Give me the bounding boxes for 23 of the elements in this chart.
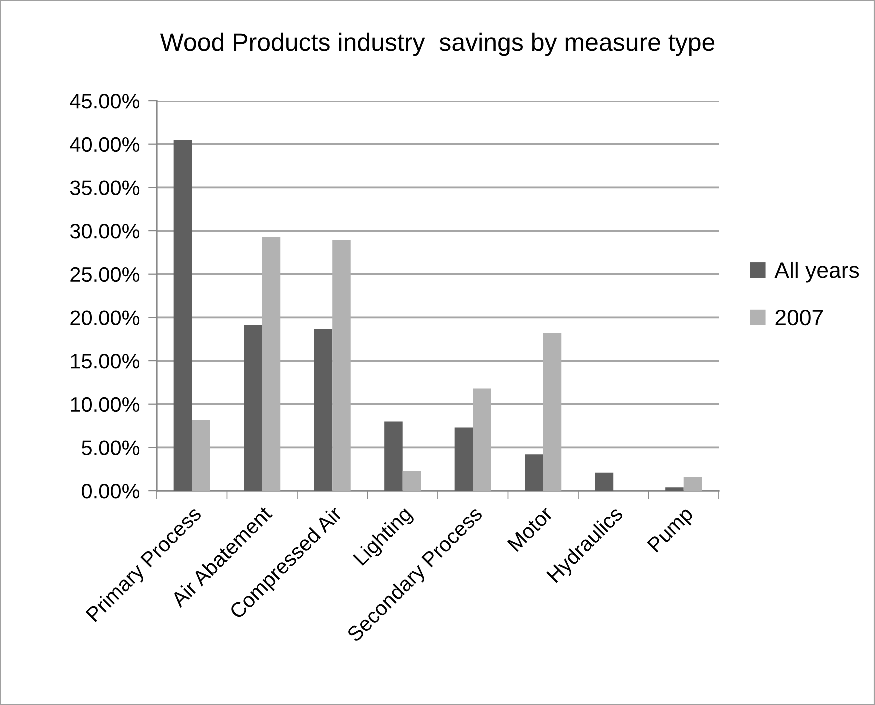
bar <box>244 325 262 492</box>
y-tick-label: 25.00% <box>70 267 140 282</box>
y-tick-label: 20.00% <box>70 310 140 326</box>
y-tick-label: 30.00% <box>70 224 140 239</box>
bar <box>454 428 474 492</box>
y-tick-label: 45.00% <box>70 94 140 109</box>
chart-title: Wood Products industry savings by measure type <box>160 32 715 56</box>
bar <box>402 471 422 492</box>
y-tick-label: 0.00% <box>82 484 140 499</box>
bar <box>174 140 192 492</box>
bar <box>384 422 403 492</box>
legend-label: 2007 <box>776 310 823 326</box>
y-tick-label: 35.00% <box>70 180 140 196</box>
legend-label: All years <box>774 262 860 283</box>
y-tick-label: 10.00% <box>71 397 140 412</box>
bar <box>684 477 702 492</box>
bar <box>666 488 684 492</box>
bar <box>525 454 544 492</box>
bar <box>595 472 614 492</box>
y-tick-label: 40.00% <box>70 137 140 152</box>
y-tick-label: 15.00% <box>71 354 140 369</box>
y-tick-label: 5.00% <box>82 440 140 456</box>
bar <box>314 328 333 492</box>
